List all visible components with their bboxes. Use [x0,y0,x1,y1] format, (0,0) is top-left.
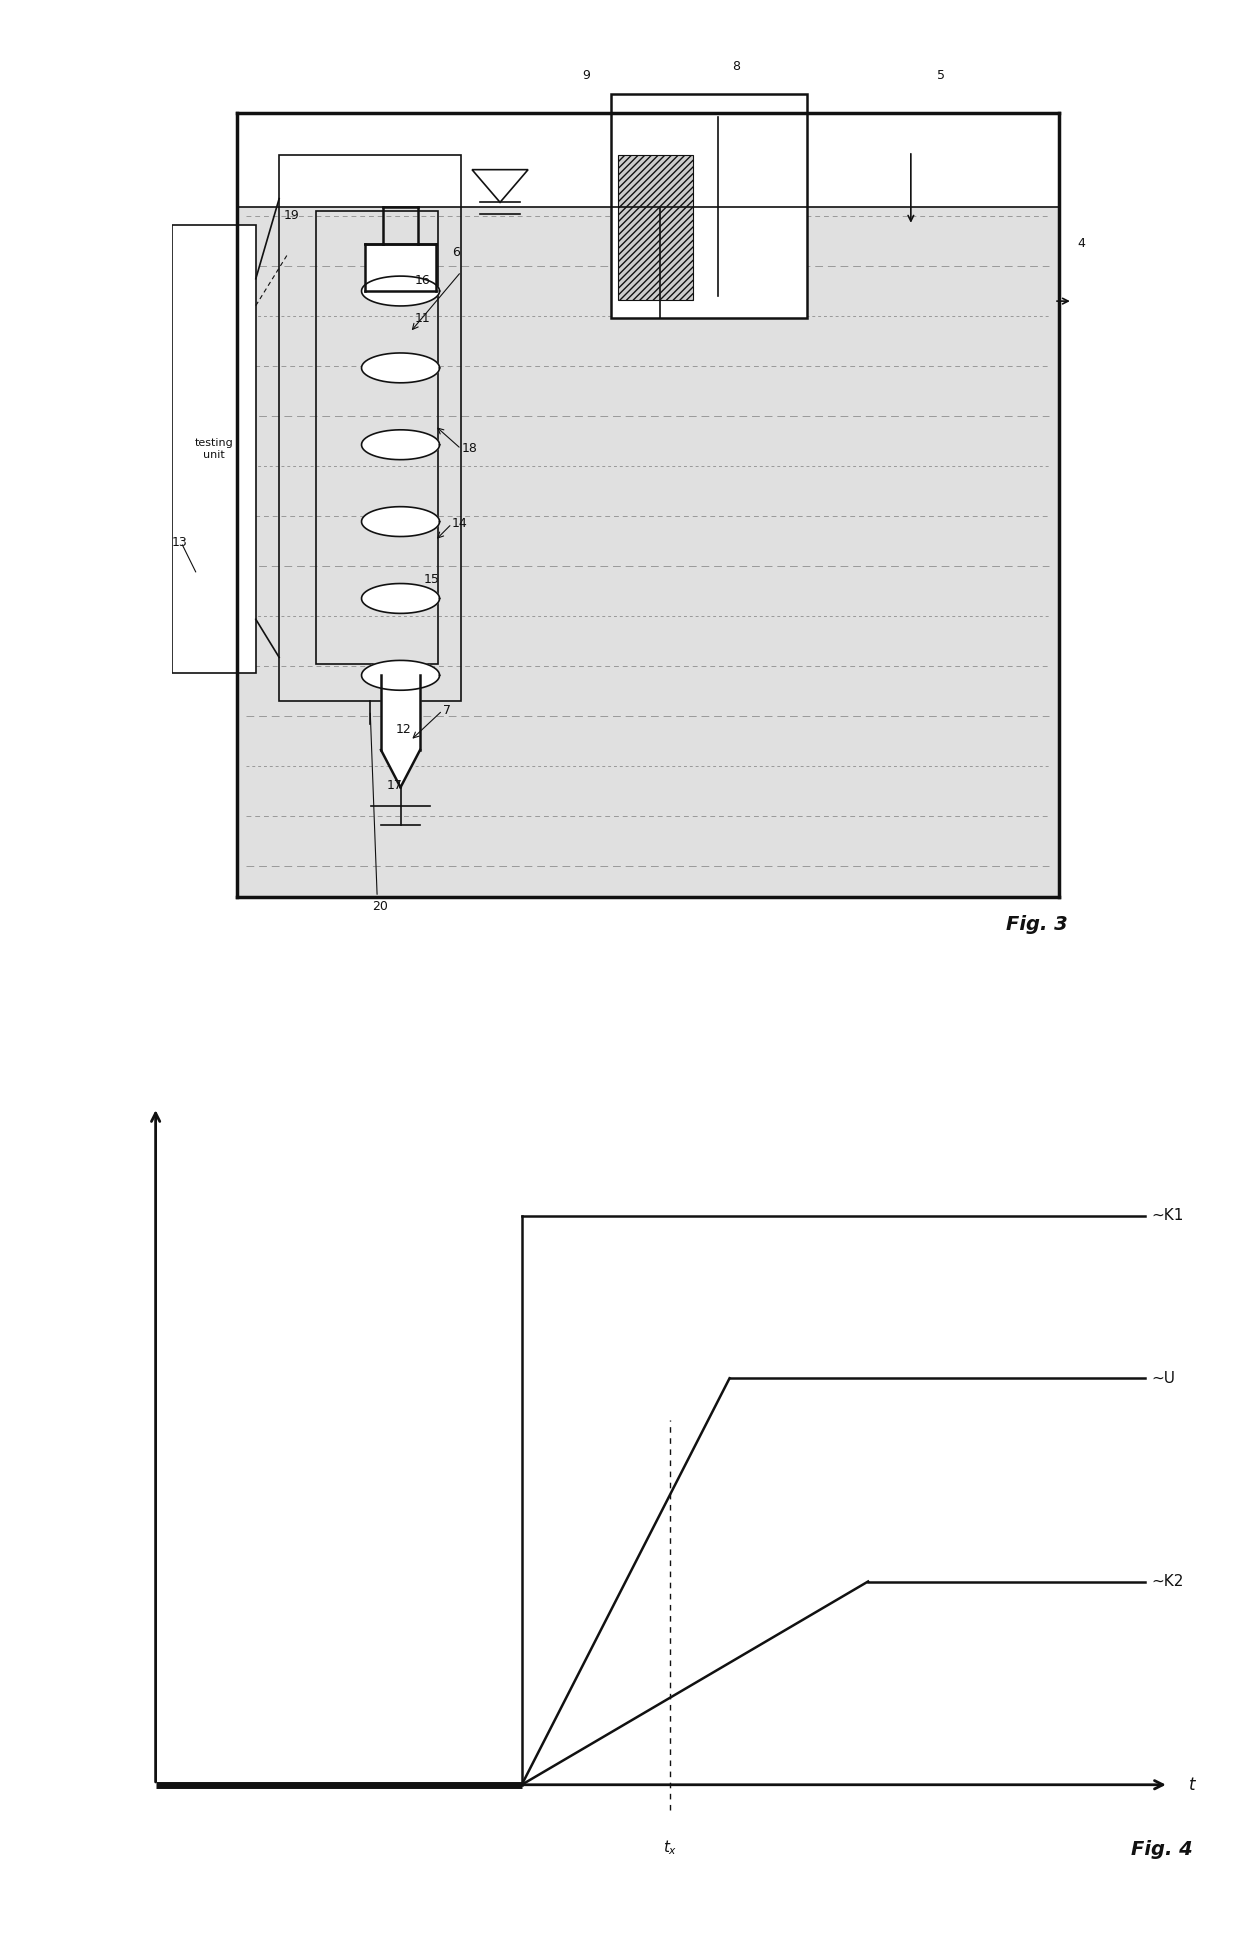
Text: testing
unit: testing unit [195,437,233,459]
Text: 6: 6 [451,246,460,260]
Text: Fig. 3: Fig. 3 [1007,916,1068,934]
Polygon shape [362,430,439,459]
Polygon shape [362,660,439,689]
Text: 11: 11 [414,312,430,324]
Text: 4: 4 [1078,236,1085,250]
Text: 14: 14 [451,518,467,529]
Text: 9: 9 [583,68,590,82]
Bar [172,225,255,674]
Polygon shape [362,506,439,537]
Bar [619,154,693,301]
Text: 20: 20 [372,900,388,912]
Polygon shape [362,353,439,383]
Text: 12: 12 [396,723,412,736]
Polygon shape [362,275,439,307]
Polygon shape [472,170,528,203]
Text: t: t [1189,1775,1195,1793]
Text: Fig. 4: Fig. 4 [1131,1840,1193,1859]
Text: 13: 13 [172,535,187,549]
Bar [279,154,461,701]
Bar [365,244,436,291]
Text: ~K2: ~K2 [1151,1574,1183,1590]
Text: 8: 8 [732,61,740,72]
Bar [316,211,438,664]
Text: 19: 19 [284,209,300,223]
Text: 16: 16 [414,275,430,287]
Polygon shape [381,676,420,750]
Bar [610,94,807,318]
Polygon shape [381,750,420,787]
Text: 18: 18 [461,443,477,455]
Text: ~K1: ~K1 [1151,1209,1183,1223]
Text: 7: 7 [443,703,450,717]
Text: $t_x$: $t_x$ [663,1838,677,1857]
Text: 15: 15 [424,574,440,586]
Polygon shape [362,584,439,613]
Text: ~U: ~U [1151,1371,1176,1387]
Text: 17: 17 [387,779,403,791]
Text: 5: 5 [937,68,945,82]
